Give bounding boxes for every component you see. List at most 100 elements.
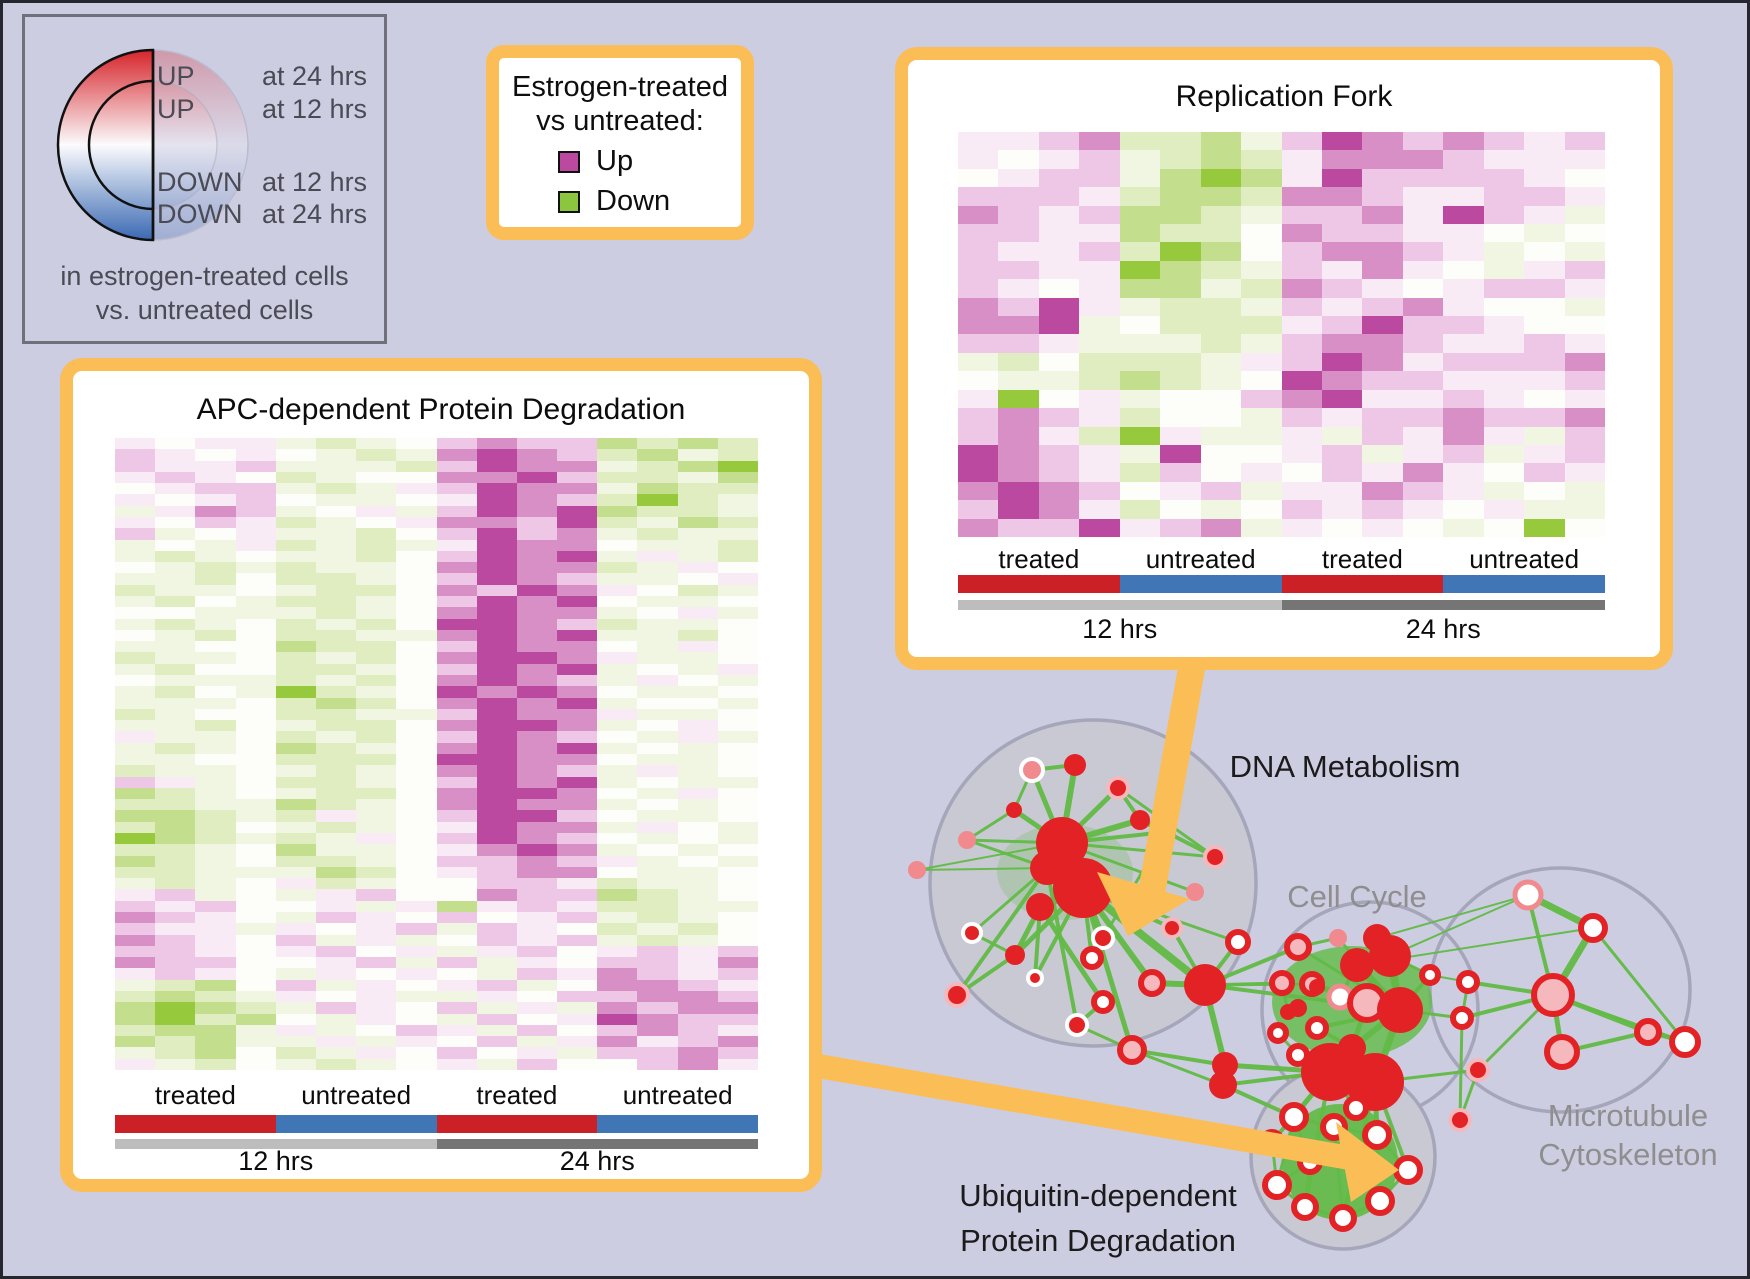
heatmap-cell (557, 810, 598, 822)
heatmap-cell (235, 765, 276, 777)
heatmap-cell (516, 449, 558, 461)
treated-bar-segment (1281, 575, 1444, 593)
network-node (1301, 1043, 1359, 1101)
heatmap-cell (155, 562, 196, 574)
heatmap-cell (516, 1058, 558, 1070)
heatmap-cell (557, 483, 598, 495)
heatmap-cell (677, 528, 718, 540)
heatmap-cell (717, 900, 758, 912)
heatmap-cell (717, 731, 758, 743)
heatmap-cell (637, 1013, 678, 1025)
heatmap-cell (275, 765, 316, 777)
hour-label-24: 24 hrs (559, 1146, 635, 1176)
network-edge (1061, 841, 1196, 894)
heatmap-cell (436, 686, 477, 698)
heatmap-cell (637, 449, 678, 461)
heatmap-cell (356, 652, 397, 664)
heatmap-cell (1443, 150, 1484, 169)
updown-ring-legend: UP at 24 hrs UP at 12 hrs DOWN at 12 hrs… (22, 14, 387, 344)
heatmap-cell (436, 776, 477, 788)
heatmap-cell (677, 776, 718, 788)
heatmap-cell (958, 150, 999, 169)
network-edge (1059, 764, 1078, 844)
heatmap-cell (195, 618, 236, 630)
heatmap-cell (516, 765, 558, 777)
heatmap-cell (476, 968, 517, 980)
heatmap-cell (998, 150, 1039, 169)
heatmap-cell (436, 618, 477, 630)
heatmap-cell (958, 242, 999, 261)
heatmap-cell (516, 900, 558, 912)
network-cluster-label: Protein Degradation (960, 1223, 1236, 1258)
heatmap-cell (356, 765, 397, 777)
heatmap-cell (396, 945, 437, 958)
heatmap-cell (115, 629, 156, 642)
heatmap-cell (717, 799, 758, 811)
heatmap-cell (998, 260, 1039, 280)
heatmap-cell (677, 821, 718, 833)
heatmap-cell (1564, 297, 1605, 317)
heatmap-cell (597, 686, 638, 698)
heatmap-cell (436, 516, 477, 529)
heatmap-cell (1160, 260, 1201, 280)
network-node (1138, 969, 1166, 997)
heatmap-cell (1483, 168, 1525, 188)
heatmap-cell (315, 1058, 357, 1070)
heatmap-cell (115, 641, 156, 653)
heatmap-cell (516, 731, 558, 743)
heatmap-cell (998, 518, 1039, 537)
heatmap-cell (396, 652, 437, 664)
heatmap-cell (396, 550, 437, 563)
heatmap-cell (1079, 500, 1120, 519)
heatmap-cell (1119, 297, 1161, 317)
heatmap-cell (476, 1058, 517, 1070)
heatmap-cell (356, 866, 397, 879)
heatmap-cell (115, 449, 156, 461)
heatmap-cell (315, 832, 357, 845)
heatmap-cell (717, 1036, 758, 1048)
heatmap-cell (998, 352, 1039, 372)
heatmap-cell (195, 471, 236, 484)
heatmap-cell (275, 855, 316, 867)
heatmap-cell (1564, 187, 1605, 206)
heatmap-cell (436, 1036, 477, 1048)
heatmap-cell (516, 618, 558, 630)
heatmap-cell (155, 979, 196, 991)
heatmap-cell (115, 674, 156, 687)
heatmap-cell (998, 242, 1039, 261)
network-edge (1375, 1134, 1410, 1171)
heatmap-cell (516, 539, 558, 551)
heatmap-cell (677, 1024, 718, 1037)
heatmap-cell (356, 697, 397, 709)
heatmap-cell (235, 990, 276, 1003)
heatmap-cell (1564, 334, 1605, 353)
heatmap-cell (195, 674, 236, 687)
heatmap-cell (1362, 481, 1403, 501)
treated-bar-segment (958, 575, 1120, 593)
heatmap-cell (275, 889, 316, 901)
heatmap-cell (115, 900, 156, 912)
heatmap-cell (115, 573, 156, 585)
heatmap-cell (476, 460, 517, 472)
heatmap-cell (155, 1058, 196, 1070)
heatmap-cell (436, 810, 477, 822)
heatmap-cell (275, 1047, 316, 1059)
heatmap-cell (235, 607, 276, 619)
heatmap-cell (717, 573, 758, 585)
heatmap-cell (717, 607, 758, 619)
heatmap-cell (396, 889, 437, 901)
ring-left-inner (87, 79, 155, 211)
network-node (1338, 1034, 1366, 1062)
heatmap-cell (1362, 168, 1403, 188)
heatmap-cell (315, 1024, 357, 1037)
heatmap-cell (1362, 389, 1403, 409)
heatmap-cell (356, 438, 397, 450)
heatmap-cell (476, 1013, 517, 1025)
heatmap-cell (476, 618, 517, 630)
cluster-ubiquitin-degradation (1249, 1063, 1437, 1251)
heatmap-cell (315, 821, 357, 833)
heatmap-cell (1564, 481, 1605, 501)
heatmap-cell (1362, 132, 1403, 151)
network-edge (1311, 982, 1401, 1012)
heatmap-cell (356, 889, 397, 901)
